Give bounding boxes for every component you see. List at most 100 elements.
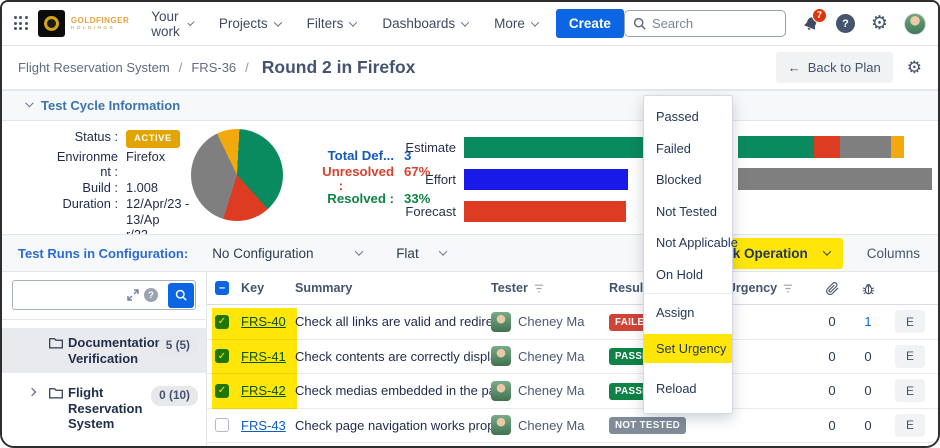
breadcrumb-project[interactable]: Flight Reservation System bbox=[18, 60, 170, 75]
attachment-count: 0 bbox=[828, 383, 836, 399]
hbar-bar bbox=[464, 136, 664, 158]
menu-item-assign[interactable]: Assign bbox=[656, 305, 695, 320]
expand-search-icon[interactable] bbox=[127, 289, 139, 301]
stacked-bar-segment bbox=[738, 136, 814, 158]
search-icon bbox=[633, 17, 646, 30]
test-key-link[interactable]: FRS-41 bbox=[241, 348, 286, 364]
stacked-bar-segment bbox=[840, 136, 891, 158]
collapse-chevron-icon bbox=[25, 98, 34, 107]
chevron-down-icon bbox=[438, 247, 447, 256]
execute-button[interactable]: E bbox=[895, 413, 925, 437]
test-runs-toolbar: Test Runs in Configuration: No Configura… bbox=[2, 234, 938, 272]
menu-item-on-hold[interactable]: On Hold bbox=[656, 266, 703, 282]
header-tester[interactable]: Tester bbox=[491, 281, 609, 295]
help-button[interactable]: ? bbox=[835, 14, 855, 33]
summary-text[interactable]: Check all links are valid and redirect t… bbox=[295, 314, 491, 330]
search-help-icon[interactable]: ? bbox=[144, 288, 158, 302]
execute-button[interactable]: E bbox=[895, 379, 925, 403]
row-checkbox[interactable]: ✓ bbox=[215, 314, 229, 329]
menu-item-not-applicable[interactable]: Not Applicable bbox=[656, 235, 738, 250]
global-search[interactable] bbox=[623, 10, 786, 37]
menu-item-blocked[interactable]: Blocked bbox=[656, 172, 702, 187]
test-key-link[interactable]: FRS-42 bbox=[241, 383, 286, 399]
brand-logo[interactable]: GOLDFINGER HOLDINGS bbox=[37, 10, 129, 37]
stacked-bar bbox=[738, 168, 932, 190]
row-checkbox[interactable]: ✓ bbox=[215, 383, 229, 398]
search-input[interactable] bbox=[651, 16, 777, 31]
bug-icon bbox=[862, 283, 874, 294]
menu-item-not-tested[interactable]: Not Tested bbox=[656, 203, 717, 219]
field-label: Build : bbox=[82, 180, 118, 196]
summary-text[interactable]: Check page navigation works properly bbox=[295, 417, 491, 433]
header-attachments[interactable] bbox=[814, 281, 850, 296]
search-icon bbox=[175, 289, 187, 301]
test-key-link[interactable]: FRS-43 bbox=[241, 417, 286, 433]
field-label: Duration : bbox=[62, 196, 118, 212]
status-badge: ACTIVE bbox=[126, 129, 180, 148]
hbar-bar bbox=[464, 168, 628, 190]
header-key[interactable]: Key bbox=[241, 281, 265, 295]
table-row: ✓ FRS-41 Check contents are correctly di… bbox=[207, 340, 938, 374]
menu-projects[interactable]: Projects bbox=[219, 16, 282, 31]
menu-more[interactable]: More bbox=[494, 16, 540, 31]
folder-icon bbox=[49, 388, 63, 399]
menu-your-work[interactable]: Your work bbox=[151, 9, 195, 39]
back-to-plan-button[interactable]: ← Back to Plan bbox=[775, 52, 893, 83]
page-title: Round 2 in Firefox bbox=[261, 57, 416, 77]
user-avatar[interactable] bbox=[904, 12, 926, 35]
menu-item-set-urgency[interactable]: Set Urgency bbox=[644, 333, 732, 363]
cycle-info-section-header[interactable]: Test Cycle Information bbox=[2, 90, 938, 121]
execute-button[interactable]: E bbox=[895, 344, 925, 368]
master-checkbox[interactable]: – bbox=[215, 281, 229, 295]
menu-filters[interactable]: Filters bbox=[307, 16, 358, 31]
header-summary[interactable]: Summary bbox=[295, 281, 353, 295]
summary-text[interactable]: Check contents are correctly displaye bbox=[295, 348, 491, 364]
columns-button[interactable]: Columns bbox=[866, 245, 920, 261]
defect-count[interactable]: 1 bbox=[864, 314, 872, 330]
tester-cell: Cheney Ma bbox=[491, 380, 609, 401]
header-defects[interactable] bbox=[850, 281, 886, 296]
app-switcher-icon[interactable] bbox=[14, 16, 28, 31]
settings-gear-icon[interactable]: ⚙ bbox=[870, 13, 888, 34]
menu-dashboards[interactable]: Dashboards bbox=[382, 16, 470, 31]
notification-badge: 7 bbox=[811, 7, 827, 23]
field-value: 1.008 bbox=[126, 180, 159, 196]
header-urgency[interactable]: Urgency bbox=[706, 281, 814, 295]
configuration-dropdown[interactable]: No Configuration bbox=[212, 246, 364, 261]
main-menu: Your work Projects Filters Dashboards Mo… bbox=[151, 9, 540, 39]
row-checkbox[interactable]: ✓ bbox=[215, 349, 229, 364]
defect-count[interactable]: 0 bbox=[864, 348, 872, 364]
menu-item-passed[interactable]: Passed bbox=[656, 109, 699, 124]
tree-item-free-form-test-cases[interactable]: Free-form Test Cases (3) bbox=[2, 445, 206, 447]
breadcrumb-issue[interactable]: FRS-36 bbox=[191, 60, 237, 75]
table-row-partial bbox=[207, 443, 938, 446]
hbar-label: Forecast bbox=[405, 203, 456, 219]
table-row: FRS-43 Check page navigation works prope… bbox=[207, 409, 938, 443]
back-arrow-icon: ← bbox=[787, 60, 801, 75]
chevron-right-icon[interactable] bbox=[27, 387, 37, 397]
breadcrumb: Flight Reservation System / FRS-36 / Rou… bbox=[2, 46, 938, 90]
create-button[interactable]: Create bbox=[555, 9, 624, 38]
summary-text[interactable]: Check medias embedded in the page bbox=[295, 383, 491, 399]
tree-search-input[interactable] bbox=[13, 287, 127, 303]
tree-item-documentation-verification[interactable]: Documentation Verification 5 (5) bbox=[2, 328, 206, 373]
table-row: ✓ FRS-40 Check all links are valid and r… bbox=[207, 305, 938, 340]
page-settings-gear-icon[interactable]: ⚙ bbox=[906, 58, 922, 77]
test-key-link[interactable]: FRS-40 bbox=[241, 314, 286, 330]
tree-item-flight-reservation-system[interactable]: Flight Reservation System 0 (10) bbox=[2, 378, 206, 439]
view-mode-dropdown[interactable]: Flat bbox=[396, 246, 447, 261]
notifications-button[interactable]: 7 bbox=[802, 7, 827, 33]
menu-item-reload[interactable]: Reload bbox=[656, 380, 697, 396]
tree-search-button[interactable] bbox=[168, 282, 194, 308]
row-checkbox[interactable] bbox=[215, 418, 229, 433]
chevron-down-icon bbox=[354, 247, 364, 256]
result-badge[interactable]: NOT TESTED bbox=[609, 417, 687, 435]
tester-cell: Cheney Ma bbox=[491, 415, 609, 436]
tree-count-badge: 5 (5) bbox=[157, 336, 198, 356]
defect-count[interactable]: 0 bbox=[864, 417, 872, 433]
header-result[interactable]: Result bbox=[609, 281, 648, 295]
execute-button[interactable]: E bbox=[895, 310, 925, 334]
defect-count[interactable]: 0 bbox=[864, 383, 872, 399]
chevron-down-icon bbox=[822, 247, 831, 256]
menu-item-failed[interactable]: Failed bbox=[656, 140, 691, 156]
